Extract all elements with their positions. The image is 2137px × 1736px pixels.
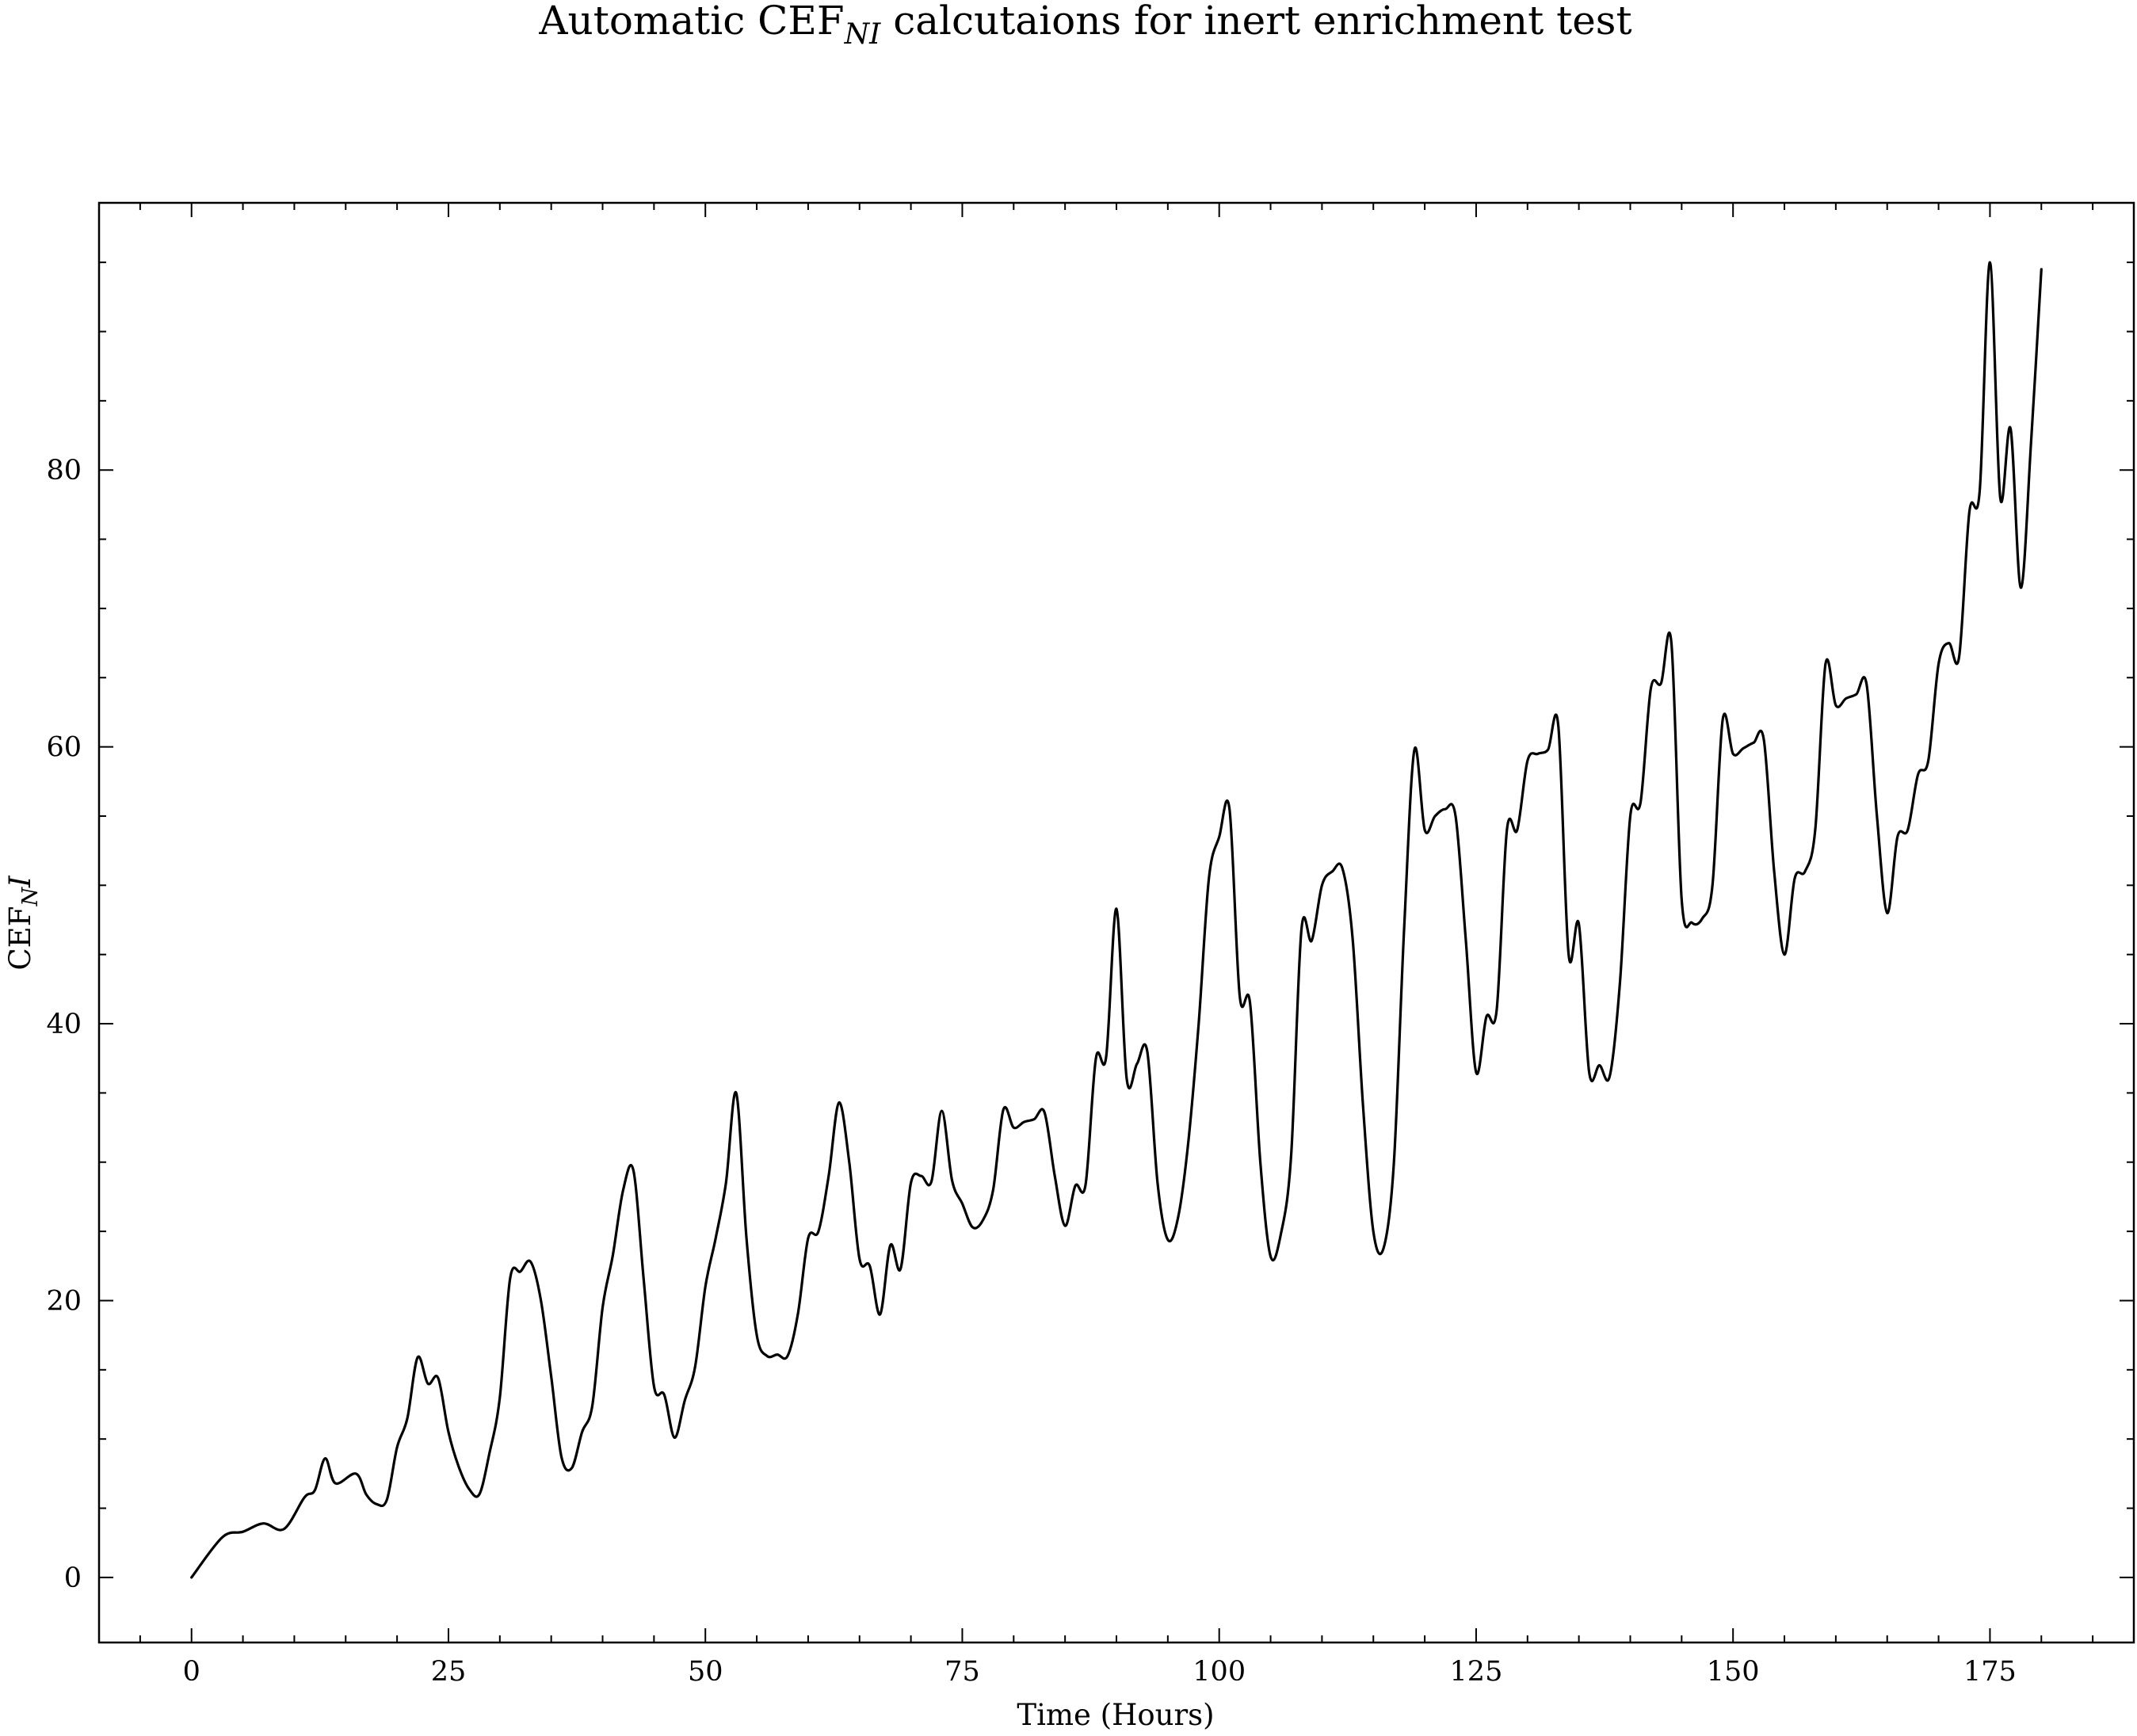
chart-title-main: Automatic CEF: [538, 0, 844, 44]
y-axis-label-suffix: I: [3, 875, 37, 888]
y-axis-ticks: 0 20 40 60 80: [46, 261, 2134, 1594]
x-tick-label: 175: [1963, 1656, 2017, 1688]
y-axis-label-main: CEF: [3, 906, 37, 971]
y-axis-label: CEFNI: [3, 875, 43, 971]
x-axis-label: Time (Hours): [1017, 1698, 1214, 1732]
chart-title-subscript: NI: [844, 18, 882, 51]
x-axis-ticks: 0 25 50 75 100 125 150 175: [139, 203, 2094, 1688]
x-tick-label: 0: [183, 1656, 200, 1688]
x-tick-label: 125: [1450, 1656, 1503, 1688]
x-tick-label: 100: [1193, 1656, 1246, 1688]
chart-title-suffix: calcutaions for inert enrichment test: [880, 0, 1631, 44]
x-tick-label: 25: [431, 1656, 467, 1688]
y-tick-label: 60: [46, 732, 82, 764]
y-axis-label-subscript: N: [18, 887, 43, 907]
x-tick-label: 75: [944, 1656, 980, 1688]
y-tick-label: 0: [64, 1562, 82, 1594]
y-tick-label: 40: [46, 1009, 82, 1040]
plot-area: [190, 261, 2043, 1579]
x-tick-label: 50: [688, 1656, 723, 1688]
series-line: [190, 261, 2043, 1579]
x-tick-label: 150: [1707, 1656, 1760, 1688]
y-tick-label: 20: [46, 1285, 82, 1317]
chart-title: Automatic CEFNI calcutaions for inert en…: [538, 0, 1631, 51]
y-tick-label: 80: [46, 455, 82, 486]
